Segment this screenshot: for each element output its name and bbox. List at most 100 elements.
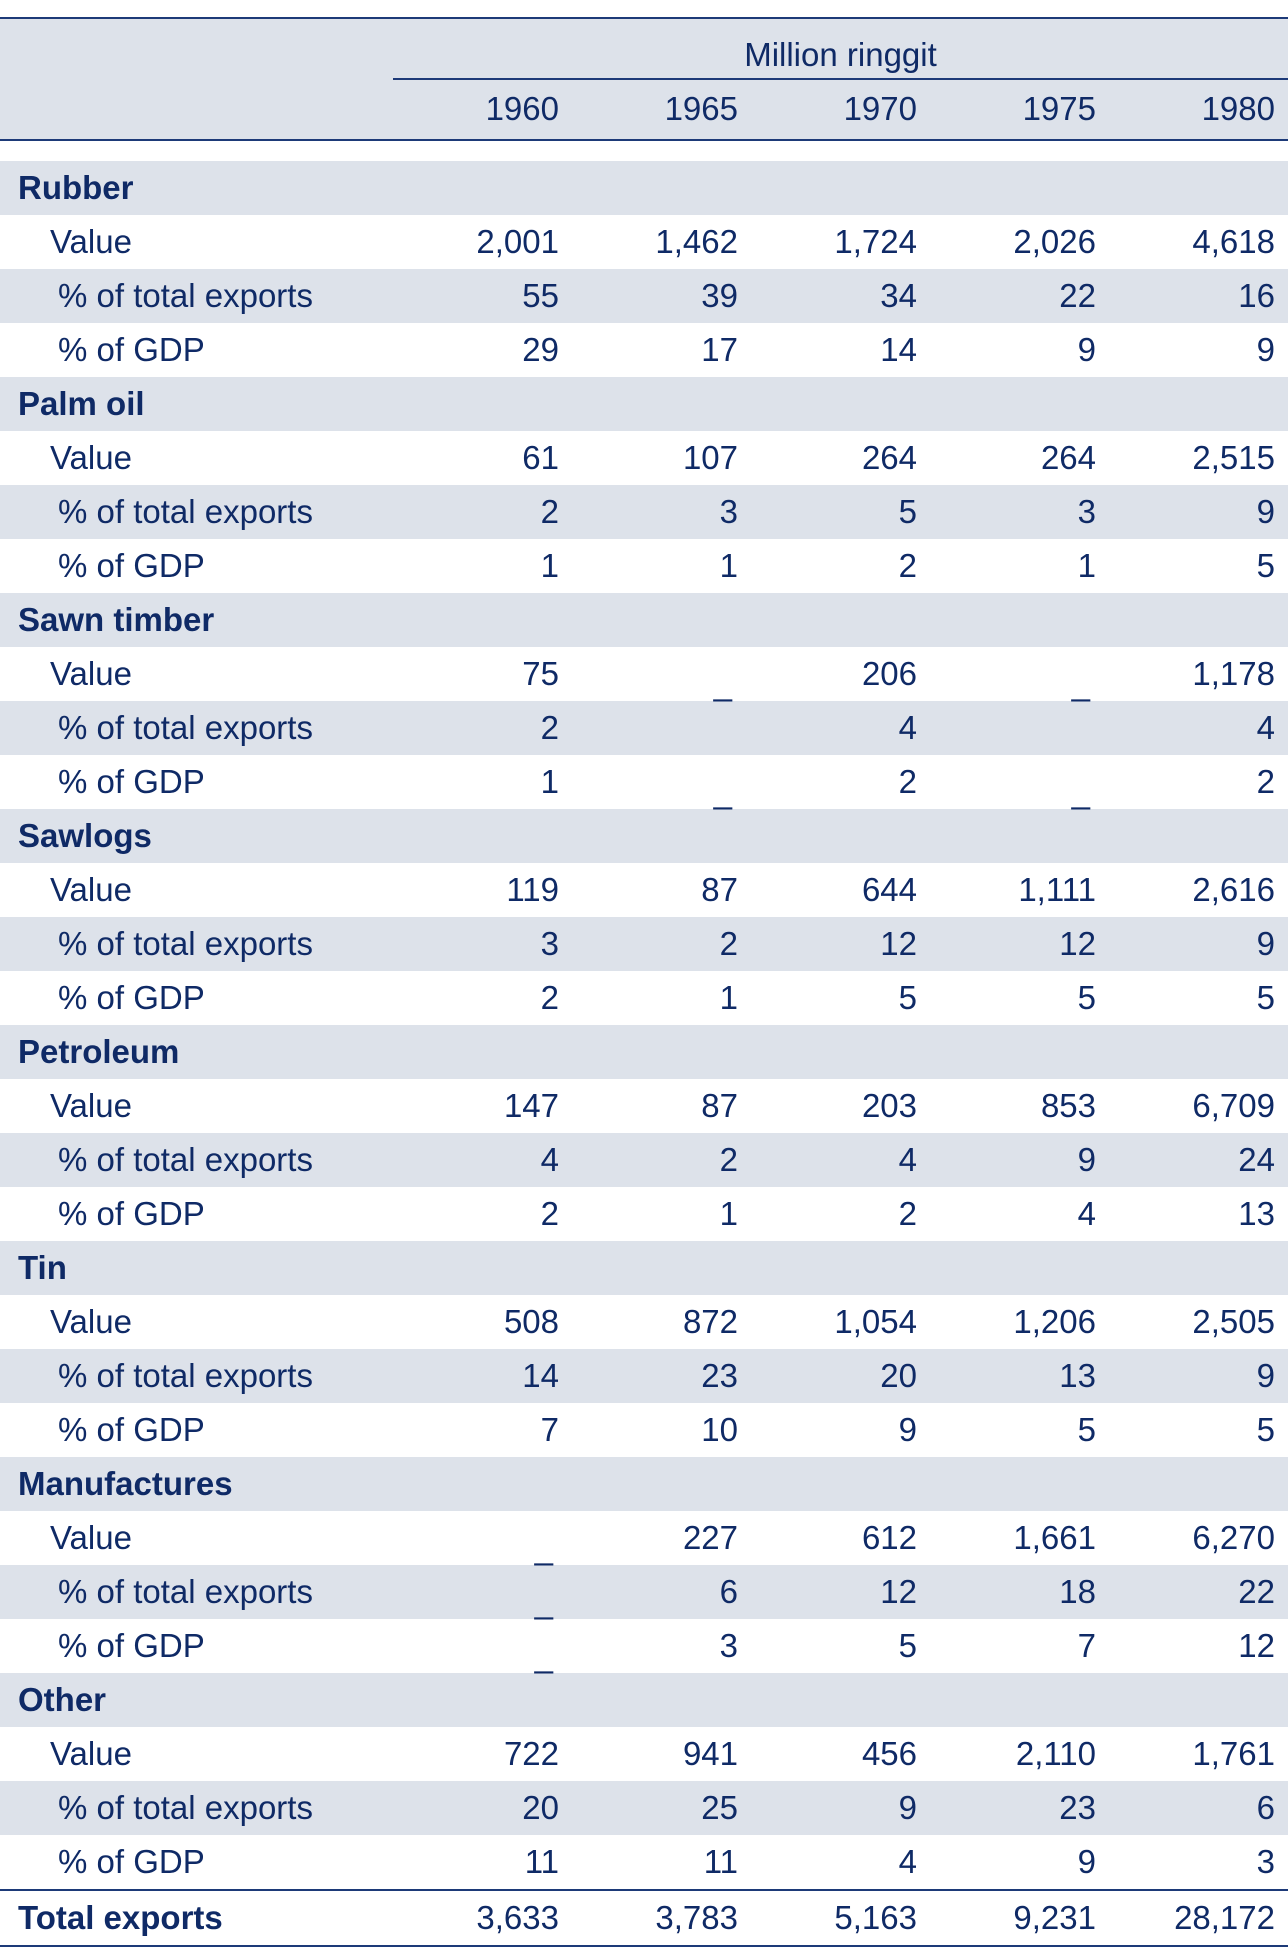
table-row: % of GDP 2 1 2 4 13 (0, 1187, 1288, 1241)
row-label: Value (50, 439, 132, 476)
data-cell: 1 (719, 1195, 738, 1232)
data-cell: 2,110 (1015, 1735, 1096, 1772)
data-cell: 2,616 (1192, 871, 1275, 908)
data-cell: 456 (861, 1735, 917, 1772)
data-cell: 5 (898, 493, 917, 530)
total-cell: 28,172 (1174, 1899, 1275, 1936)
category-row: Petroleum (0, 1025, 1288, 1079)
category-row: Tin (0, 1241, 1288, 1295)
data-cell: 1,724 (834, 223, 917, 260)
year-header: 1965 (664, 90, 738, 127)
data-cell: 87 (701, 871, 738, 908)
row-label: % of GDP (58, 979, 205, 1016)
data-cell: 9 (1256, 331, 1275, 368)
data-cell: 9 (1077, 331, 1096, 368)
data-cell: 1 (1077, 547, 1096, 584)
table-row: % of total exports 2 4 4 (0, 701, 1288, 755)
data-cell: 2 (540, 979, 559, 1016)
row-label: % of GDP (58, 331, 205, 368)
data-cell: 1 (719, 547, 738, 584)
data-cell: 12 (880, 925, 917, 962)
category-label: Sawlogs (18, 817, 152, 854)
data-cell: 9 (898, 1789, 917, 1826)
data-cell: 14 (522, 1357, 559, 1394)
data-cell: 206 (861, 655, 917, 692)
data-cell: 4 (898, 1843, 917, 1880)
data-cell: 2 (898, 547, 917, 584)
table-row: % of total exports 2 3 5 3 9 (0, 485, 1288, 539)
row-label: Value (50, 1519, 132, 1556)
data-cell: 6,270 (1192, 1519, 1275, 1556)
data-cell: 34 (880, 277, 917, 314)
data-cell: 5 (1256, 1411, 1275, 1448)
data-cell: 3 (1256, 1843, 1275, 1880)
category-label: Palm oil (18, 385, 145, 422)
data-cell: 5 (1256, 547, 1275, 584)
data-cell: 11 (703, 1843, 738, 1880)
data-cell: 3 (1077, 493, 1096, 530)
table-body: Rubber Value 2,001 1,462 1,724 2,026 4,618 % of… (0, 161, 1288, 1889)
data-cell: 3 (540, 925, 559, 962)
data-cell: 7 (540, 1411, 559, 1448)
data-cell: 147 (503, 1087, 559, 1124)
data-cell: 13 (1059, 1357, 1096, 1394)
data-cell: 203 (861, 1087, 917, 1124)
data-cell: 2 (719, 1141, 738, 1178)
category-label: Other (18, 1681, 107, 1718)
data-cell: 4 (1256, 709, 1275, 746)
data-cell: 1,206 (1013, 1303, 1096, 1340)
data-cell: 9 (1077, 1843, 1096, 1880)
row-label: % of total exports (58, 1789, 313, 1826)
row-label: Value (50, 655, 132, 692)
row-label: % of total exports (58, 925, 313, 962)
row-label: % of GDP (58, 1627, 205, 1664)
data-cell: 24 (1238, 1141, 1275, 1178)
data-cell: 25 (701, 1789, 738, 1826)
data-cell: 75 (522, 655, 559, 692)
row-label: % of total exports (58, 493, 313, 530)
category-label: Petroleum (18, 1033, 180, 1070)
data-cell: 6 (719, 1573, 738, 1610)
table-row: % of GDP _ 3 5 7 12 (0, 1619, 1288, 1674)
data-cell: 1,462 (655, 223, 738, 260)
total-label: Total exports (18, 1899, 223, 1936)
table-row: Value 75 _ 206 _ 1,178 (0, 647, 1288, 702)
data-cell: 22 (1238, 1573, 1275, 1610)
data-cell: 4 (898, 709, 917, 746)
table-row: % of GDP 1 1 2 1 5 (0, 539, 1288, 593)
data-cell: _ (713, 773, 732, 810)
data-cell: 227 (682, 1519, 738, 1556)
data-cell: 2 (540, 709, 559, 746)
category-label: Sawn timber (18, 601, 215, 638)
data-cell: 2 (1256, 763, 1275, 800)
category-label: Rubber (18, 169, 134, 206)
data-cell: 4 (540, 1141, 559, 1178)
table-row: Value 508 872 1,054 1,206 2,505 (0, 1295, 1288, 1349)
data-cell: 29 (522, 331, 559, 368)
table-row: Value 2,001 1,462 1,724 2,026 4,618 (0, 215, 1288, 269)
category-row: Sawlogs (0, 809, 1288, 863)
data-cell: 1 (540, 763, 559, 800)
data-cell: 508 (503, 1303, 559, 1340)
row-label: % of total exports (58, 277, 313, 314)
data-cell: 4 (1077, 1195, 1096, 1232)
data-cell: _ (1071, 665, 1090, 702)
table-row: % of GDP 11 11 4 9 3 (0, 1835, 1288, 1889)
data-cell: 16 (1238, 277, 1275, 314)
table-row: % of GDP 2 1 5 5 5 (0, 971, 1288, 1025)
category-row: Manufactures (0, 1457, 1288, 1511)
data-cell: 5 (898, 1627, 917, 1664)
data-cell: 2,505 (1192, 1303, 1275, 1340)
data-cell: 2,515 (1192, 439, 1275, 476)
data-cell: 3 (719, 493, 738, 530)
row-label: Value (50, 1303, 132, 1340)
table-header: Million ringgit 1960 1965 1970 1975 1980 (0, 19, 1288, 139)
data-cell: 20 (522, 1789, 559, 1826)
data-cell: _ (534, 1583, 553, 1620)
data-cell: 23 (701, 1357, 738, 1394)
data-cell: 2 (540, 493, 559, 530)
data-cell: 119 (506, 871, 559, 908)
data-cell: 264 (1040, 439, 1096, 476)
data-cell: 23 (1059, 1789, 1096, 1826)
exports-table: Million ringgit 1960 1965 1970 1975 1980… (0, 17, 1288, 1947)
